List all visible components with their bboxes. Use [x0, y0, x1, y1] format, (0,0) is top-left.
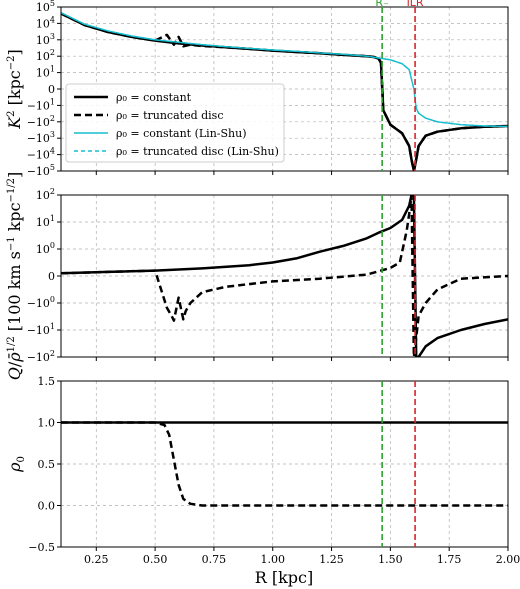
y-tick-label: −100: [27, 295, 55, 310]
legend-box: [65, 83, 285, 163]
x-tick-label: 1.25: [319, 553, 344, 566]
series-group: [61, 421, 508, 507]
y-tick-label: 103: [36, 32, 55, 47]
y-tick-label: −102: [27, 349, 55, 364]
y-tick-label: −101: [27, 322, 55, 337]
y-tick-label: −101: [27, 97, 55, 112]
y-tick-label: 104: [36, 15, 55, 30]
y-tick-label: 1.5: [38, 375, 56, 388]
marker-label: ILR: [407, 0, 424, 9]
legend-entry-truncated-linshu: ρ₀ = truncated disc (Lin-Shu): [116, 145, 279, 158]
series-line-dashed-cyan: [61, 12, 508, 128]
legend-entry-constant: ρ₀ = constant: [116, 91, 192, 104]
y-axis-label-k2: K2 [kpc−2]: [5, 49, 24, 130]
x-tick-label: 1.00: [260, 553, 285, 566]
series-line-solid-black: [61, 195, 508, 357]
y-tick-label: 1.0: [38, 417, 56, 430]
x-axis-label: R [kpc]: [255, 568, 314, 587]
y-tick-label: 100: [36, 241, 55, 256]
x-tick-label: 1.50: [378, 553, 403, 566]
x-tick-label: 2.00: [496, 553, 520, 566]
y-tick-label: 101: [36, 65, 55, 80]
y-tick-label: 102: [36, 48, 55, 63]
x-tick-label: 0.25: [84, 553, 109, 566]
vertical-markers: R₋ ILR: [375, 0, 424, 547]
legend-entry-constant-linshu: ρ₀ = constant (Lin-Shu): [116, 127, 247, 140]
y-tick-label: −105: [27, 163, 55, 178]
y-tick-label: 102: [36, 187, 55, 202]
series-group: [61, 195, 508, 357]
y-axis-label-q: Q/ρ̄1/2 [100 km s−1 kpc−1/2]: [5, 172, 24, 381]
x-tick-label: 0.50: [143, 553, 168, 566]
y-tick-label: 101: [36, 214, 55, 229]
y-axis-labels: K2 [kpc−2] Q/ρ̄1/2 [100 km s−1 kpc−1/2] ρ0: [5, 49, 27, 473]
panel-3: 0.25 0.50 0.75 1.00 1.25 1.50 1.75 2.00 −0.5 0.0 0…: [28, 375, 520, 566]
x-tick-label: 0.75: [202, 553, 227, 566]
y-tick-label: 0.5: [38, 458, 56, 471]
y-tick-label: 0: [48, 270, 55, 283]
legend-entry-truncated: ρ₀ = truncated disc: [116, 109, 224, 122]
y-tick-label: 0.0: [38, 500, 56, 513]
series-group: [61, 12, 508, 171]
y-tick-label: 105: [36, 0, 55, 14]
y-tick-label: −0.5: [28, 541, 55, 554]
y-tick-label: −102: [27, 114, 55, 129]
y-tick-label: −104: [27, 147, 55, 162]
y-axis-label-rho0: ρ0: [5, 456, 27, 473]
y-tick-label: −103: [27, 130, 55, 145]
panel-2: 102 101 100 0 −100 −101 −102: [27, 187, 509, 364]
y-tick-label: 0: [48, 83, 55, 96]
series-line-dashed-black: [61, 195, 508, 357]
x-tick-label: 1.75: [437, 553, 462, 566]
legend: ρ₀ = constant ρ₀ = truncated disc ρ₀ = c…: [65, 83, 285, 163]
marker-label: R₋: [375, 0, 389, 9]
